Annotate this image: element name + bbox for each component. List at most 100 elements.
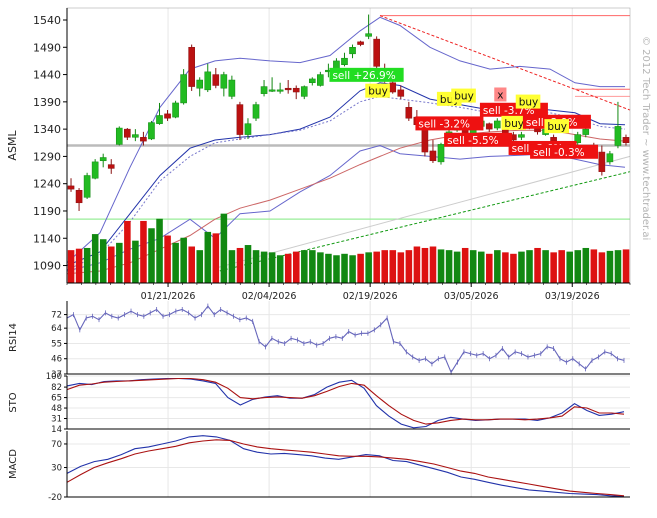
candle-body: [614, 126, 622, 146]
rsi-y-axis-label: RSI14: [8, 323, 19, 352]
volume-bar: [357, 253, 364, 283]
candle-body: [622, 137, 630, 144]
x-tick-label: 03/05/2026: [444, 291, 499, 302]
x-tick-label: 02/19/2026: [343, 291, 398, 302]
sto-y-tick-label: 82: [51, 383, 62, 393]
volume-bar: [518, 251, 525, 283]
signal-label-text: sell -0.3%: [533, 147, 585, 159]
axes: 1540 1490 1440 1390 1340 1290 1240 1190 1140 1090…: [6, 7, 631, 503]
rsi-y-tick-label: 37: [51, 370, 62, 380]
sto-y-axis-label: STO: [8, 392, 19, 412]
candle-body: [437, 144, 445, 163]
volume-bar: [156, 218, 163, 283]
volume-bar: [606, 250, 614, 283]
volume-bar: [429, 246, 437, 283]
signal-label: sell +26.9%: [329, 67, 404, 82]
candle-body: [357, 41, 364, 45]
candle-body: [405, 107, 413, 119]
candle-body: [260, 86, 268, 94]
volume-bar: [526, 250, 533, 283]
signal-label: sell -5.5%: [444, 132, 513, 147]
candle-body: [132, 134, 139, 138]
candle-body: [236, 104, 244, 135]
price-y-axis-label: ASML: [6, 130, 19, 161]
signal-label-box: [365, 83, 390, 98]
sto-y-tick-label: 31: [51, 415, 62, 425]
candle-body: [341, 57, 348, 65]
candle-body: [67, 185, 75, 190]
volume-bar: [67, 250, 75, 283]
volume-bar: [437, 249, 445, 283]
volume-bar: [486, 253, 493, 283]
sto-y-tick-label: 14: [51, 425, 62, 435]
signal-label: sell -0.3%: [530, 144, 599, 159]
candle-body: [196, 79, 204, 89]
signal-label: buy: [365, 83, 390, 98]
volume-bar: [268, 252, 276, 283]
x-tick-label: 03/19/2026: [545, 291, 600, 302]
price-y-tick-label: 1340: [33, 123, 61, 136]
signal-label: buy: [501, 115, 527, 130]
bollinger-upper: [66, 16, 625, 264]
signal-label-box: [329, 67, 404, 82]
volume-bar: [598, 252, 606, 283]
macd-y-tick-label: 70: [51, 440, 62, 450]
signal-label-box: [444, 132, 513, 147]
candle-body: [91, 161, 99, 179]
watermark: © 2012 Tech Trader ~ www.techtrader.ai: [640, 36, 651, 240]
price-y-tick-label: 1140: [33, 232, 61, 245]
candle-body: [317, 74, 324, 86]
sub-panels: [66, 303, 625, 497]
signal-label-text: sell -3.2%: [418, 118, 470, 130]
volume-bar: [341, 253, 348, 283]
sto-y-tick-label: 100: [46, 372, 62, 382]
volume-bar: [542, 250, 549, 283]
candle-body: [493, 120, 501, 129]
candle-body: [180, 74, 187, 104]
candle-body: [148, 122, 155, 140]
volume-bars: [67, 213, 630, 283]
signal-label-box: [415, 116, 484, 131]
candle-body: [220, 74, 228, 89]
volume-bar: [252, 250, 260, 283]
volume-bar: [317, 252, 324, 283]
signal-label-box: [494, 87, 507, 102]
candle-body: [365, 33, 372, 37]
volume-bar: [196, 250, 204, 283]
signal-label-text: buy: [368, 86, 388, 98]
signal-label-text: sell -5.5%: [447, 135, 499, 147]
candle-body: [124, 128, 131, 138]
signal-label-text: buy: [504, 118, 524, 130]
candle-body: [75, 189, 83, 204]
volume-bar: [99, 239, 107, 283]
volume-bar: [381, 250, 389, 283]
candle-body: [389, 82, 397, 93]
volume-bar: [566, 251, 573, 283]
candle-body: [83, 175, 91, 198]
macd-y-axis-label: MACD: [8, 449, 19, 479]
macd-y-tick-label: -20: [48, 493, 62, 503]
volume-bar: [413, 246, 421, 283]
candle-body: [172, 102, 179, 118]
volume-bar: [124, 220, 131, 283]
signal-label-text: sell +26.9%: [332, 70, 395, 82]
signal-label-box: [501, 115, 527, 130]
volume-bar: [236, 247, 244, 283]
candle-body: [421, 128, 429, 153]
sto-y-tick-label: 65: [51, 394, 62, 404]
volume-bar: [461, 247, 469, 283]
volume-bar: [180, 237, 187, 283]
rsi-y-tick-label: 55: [51, 339, 62, 349]
candle-body: [309, 78, 316, 84]
candle-body: [485, 123, 493, 130]
volume-bar: [325, 253, 332, 283]
volume-bar: [333, 255, 340, 283]
regression-line: [214, 155, 631, 269]
price-y-tick-label: 1440: [33, 69, 61, 82]
signal-label-box: [530, 144, 599, 159]
candle-body: [300, 86, 308, 97]
volume-bar: [212, 233, 220, 283]
volume-bar: [204, 231, 212, 283]
signal-label-box: [515, 94, 541, 109]
